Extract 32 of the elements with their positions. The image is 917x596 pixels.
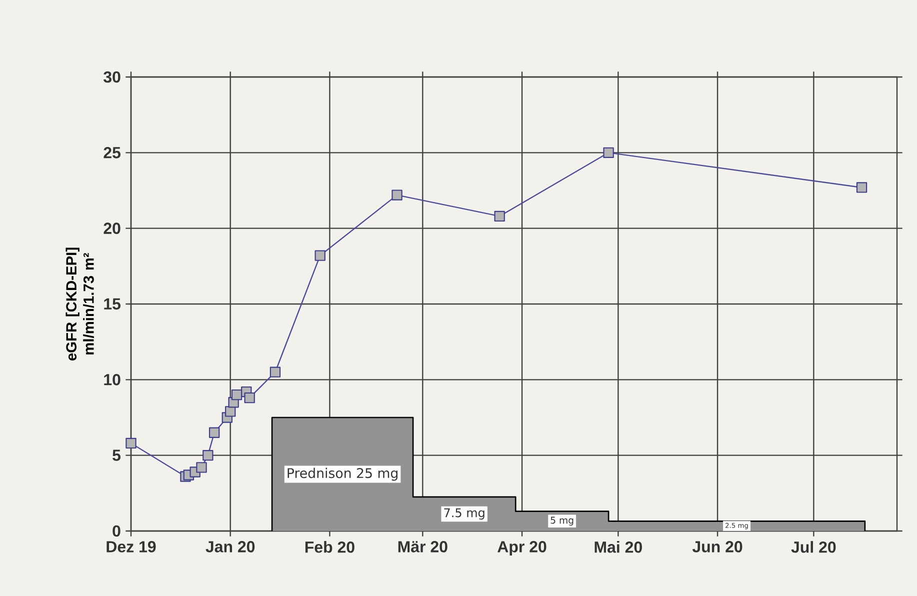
x-tick-label: Feb 20 — [305, 541, 354, 553]
y-tick-label: 0 — [112, 525, 120, 537]
y-tick-label: 5 — [112, 450, 121, 461]
x-tick-label: Mai 20 — [594, 541, 642, 553]
point — [856, 182, 868, 193]
x-tick-label: Jul 20 — [791, 541, 836, 553]
point — [270, 366, 281, 378]
x-tick-label: Dez 19 — [106, 541, 156, 552]
point — [603, 147, 614, 158]
y-tick-label: 15 — [104, 298, 120, 310]
point — [244, 392, 255, 404]
y-tick-label: 25 — [104, 147, 120, 158]
point — [314, 250, 326, 261]
point — [196, 462, 207, 473]
x-tick-label: Mär 20 — [398, 541, 448, 552]
point — [225, 406, 236, 417]
point — [231, 389, 242, 400]
y-tick-label: 30 — [104, 71, 120, 83]
annotation: Prednison 25 mg — [288, 468, 398, 481]
x-tick-label: Jun 20 — [692, 541, 742, 552]
annotation: 7.5 mg — [444, 508, 484, 520]
point — [126, 438, 136, 449]
point — [202, 450, 214, 461]
y-tick-label: 10 — [104, 374, 120, 386]
x-tick-label: Apr 20 — [498, 541, 546, 556]
annotation: 5 mg — [550, 516, 574, 526]
y-tick-label: 20 — [104, 222, 120, 234]
point — [392, 190, 402, 200]
point — [208, 427, 220, 438]
point — [494, 210, 505, 222]
x-tick-label: Jan 20 — [206, 541, 255, 552]
y-axis-title: eGFR [CKD-EPI] ml/min/1.73 m² — [66, 248, 94, 360]
